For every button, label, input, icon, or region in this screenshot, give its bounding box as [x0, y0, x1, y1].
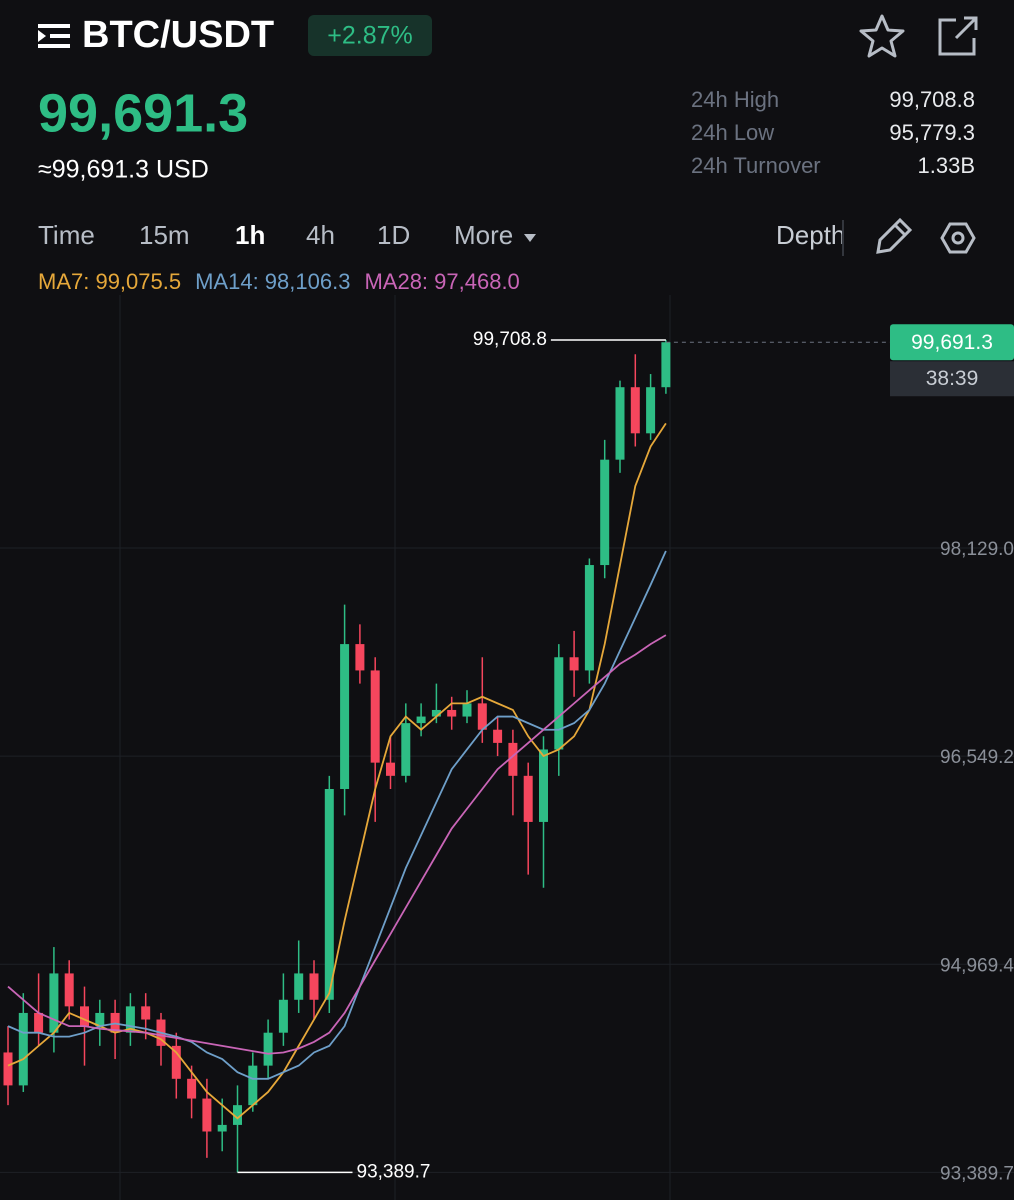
- stat-value: 1.33B: [918, 153, 976, 178]
- ma-legend: MA28: 97,468.0: [364, 269, 519, 294]
- y-tick-label: 96,549.2: [940, 747, 1014, 768]
- price: 99,691.3: [38, 83, 248, 143]
- candle-body: [431, 709, 441, 717]
- stat-label: 24h High: [691, 87, 779, 112]
- candle-body: [125, 1006, 135, 1033]
- extreme-label: 99,708.8: [473, 329, 547, 350]
- menu-icon[interactable]: [38, 24, 70, 48]
- menu-bar: [50, 34, 70, 38]
- candle-body: [64, 973, 74, 1007]
- ma-legend: MA7: 99,075.5: [38, 269, 181, 294]
- change: +2.87%: [327, 22, 413, 50]
- candle-body: [278, 999, 288, 1033]
- settings-icon[interactable]: [940, 222, 976, 254]
- candle-body: [309, 973, 319, 1000]
- candle-body: [630, 387, 640, 434]
- candle-body: [3, 1052, 13, 1086]
- favorite-icon[interactable]: [859, 14, 905, 58]
- menu-bar: [38, 44, 70, 48]
- candle-body: [569, 657, 579, 671]
- candle-body: [80, 1006, 89, 1027]
- price-usd: ≈99,691.3 USD: [38, 156, 209, 184]
- y-tick-label: 98,129.0: [940, 539, 1014, 560]
- menu-arrow: [38, 30, 46, 42]
- candle-body: [462, 703, 472, 717]
- candle-body: [355, 644, 365, 671]
- last-price-label: 99,691.3: [911, 331, 993, 354]
- candle-body: [248, 1065, 258, 1106]
- y-tick-label: 93,389.7: [940, 1163, 1014, 1184]
- candle-body: [615, 387, 625, 460]
- draw-icon[interactable]: [876, 217, 913, 254]
- extreme-label: 93,389.7: [357, 1161, 431, 1182]
- timeframe-tab[interactable]: Time: [38, 220, 95, 250]
- candle-body: [661, 342, 671, 388]
- candle-body: [416, 716, 426, 724]
- candle-body: [600, 459, 610, 566]
- stat-value: 99,708.8: [889, 87, 975, 112]
- gear-center: [951, 231, 965, 245]
- candle-body: [508, 742, 518, 776]
- candle-body: [294, 973, 304, 1000]
- ma-legend: MA14: 98,106.3: [195, 269, 350, 294]
- candle-body: [584, 565, 594, 671]
- ma-line: [7, 634, 667, 1055]
- timeframe-tab[interactable]: 1h: [235, 220, 265, 250]
- ma-line: [7, 550, 667, 1080]
- candle-body: [646, 387, 656, 434]
- candle-body: [324, 788, 334, 1000]
- candle-body: [233, 1105, 242, 1125]
- vertical-grid: [119, 295, 671, 1200]
- stat-value: 95,779.3: [889, 120, 975, 145]
- timeframe-tab[interactable]: 1D: [377, 220, 410, 250]
- last-price-tag: [890, 324, 1014, 361]
- candle-body: [523, 775, 533, 822]
- candle-body: [477, 703, 487, 730]
- candle-body: [370, 670, 380, 763]
- candle-body: [95, 1012, 105, 1027]
- candle-body: [554, 657, 564, 750]
- candle-body: [263, 1032, 273, 1066]
- candle-body: [49, 973, 59, 1033]
- hexagon: [940, 222, 976, 254]
- stat-label: 24h Turnover: [691, 153, 821, 178]
- timeframe-tab[interactable]: 15m: [139, 220, 190, 250]
- candle-body: [447, 709, 457, 717]
- pair[interactable]: BTC/USDT: [82, 14, 274, 56]
- countdown: 38:39: [926, 367, 979, 390]
- candle-body: [187, 1078, 197, 1099]
- change-badge: [308, 15, 432, 56]
- stat-label: 24h Low: [691, 120, 774, 145]
- candle-body: [202, 1098, 212, 1132]
- share-arrow: [954, 16, 978, 40]
- timeframe-tab[interactable]: 4h: [306, 220, 335, 250]
- menu-bar: [38, 24, 70, 28]
- share-icon[interactable]: [938, 16, 978, 56]
- candle-body: [401, 723, 411, 776]
- candle-body: [141, 1006, 151, 1020]
- candle-body: [493, 729, 503, 743]
- candle-body: [539, 749, 548, 822]
- timeframe-tab[interactable]: More: [454, 220, 513, 250]
- countdown-tag: [890, 361, 1014, 397]
- candle-body: [340, 644, 350, 789]
- pencil: [876, 217, 913, 254]
- more-caret: [524, 234, 536, 242]
- ma-line: [7, 422, 667, 1120]
- candle-body: [386, 762, 395, 776]
- candle-body: [18, 1012, 28, 1086]
- depth-tab[interactable]: Depth: [776, 220, 845, 250]
- candle-body: [171, 1045, 181, 1079]
- candle-body: [34, 1012, 44, 1033]
- candle-body: [217, 1124, 227, 1132]
- y-tick-label: 94,969.4: [940, 955, 1014, 976]
- share-box: [938, 18, 976, 56]
